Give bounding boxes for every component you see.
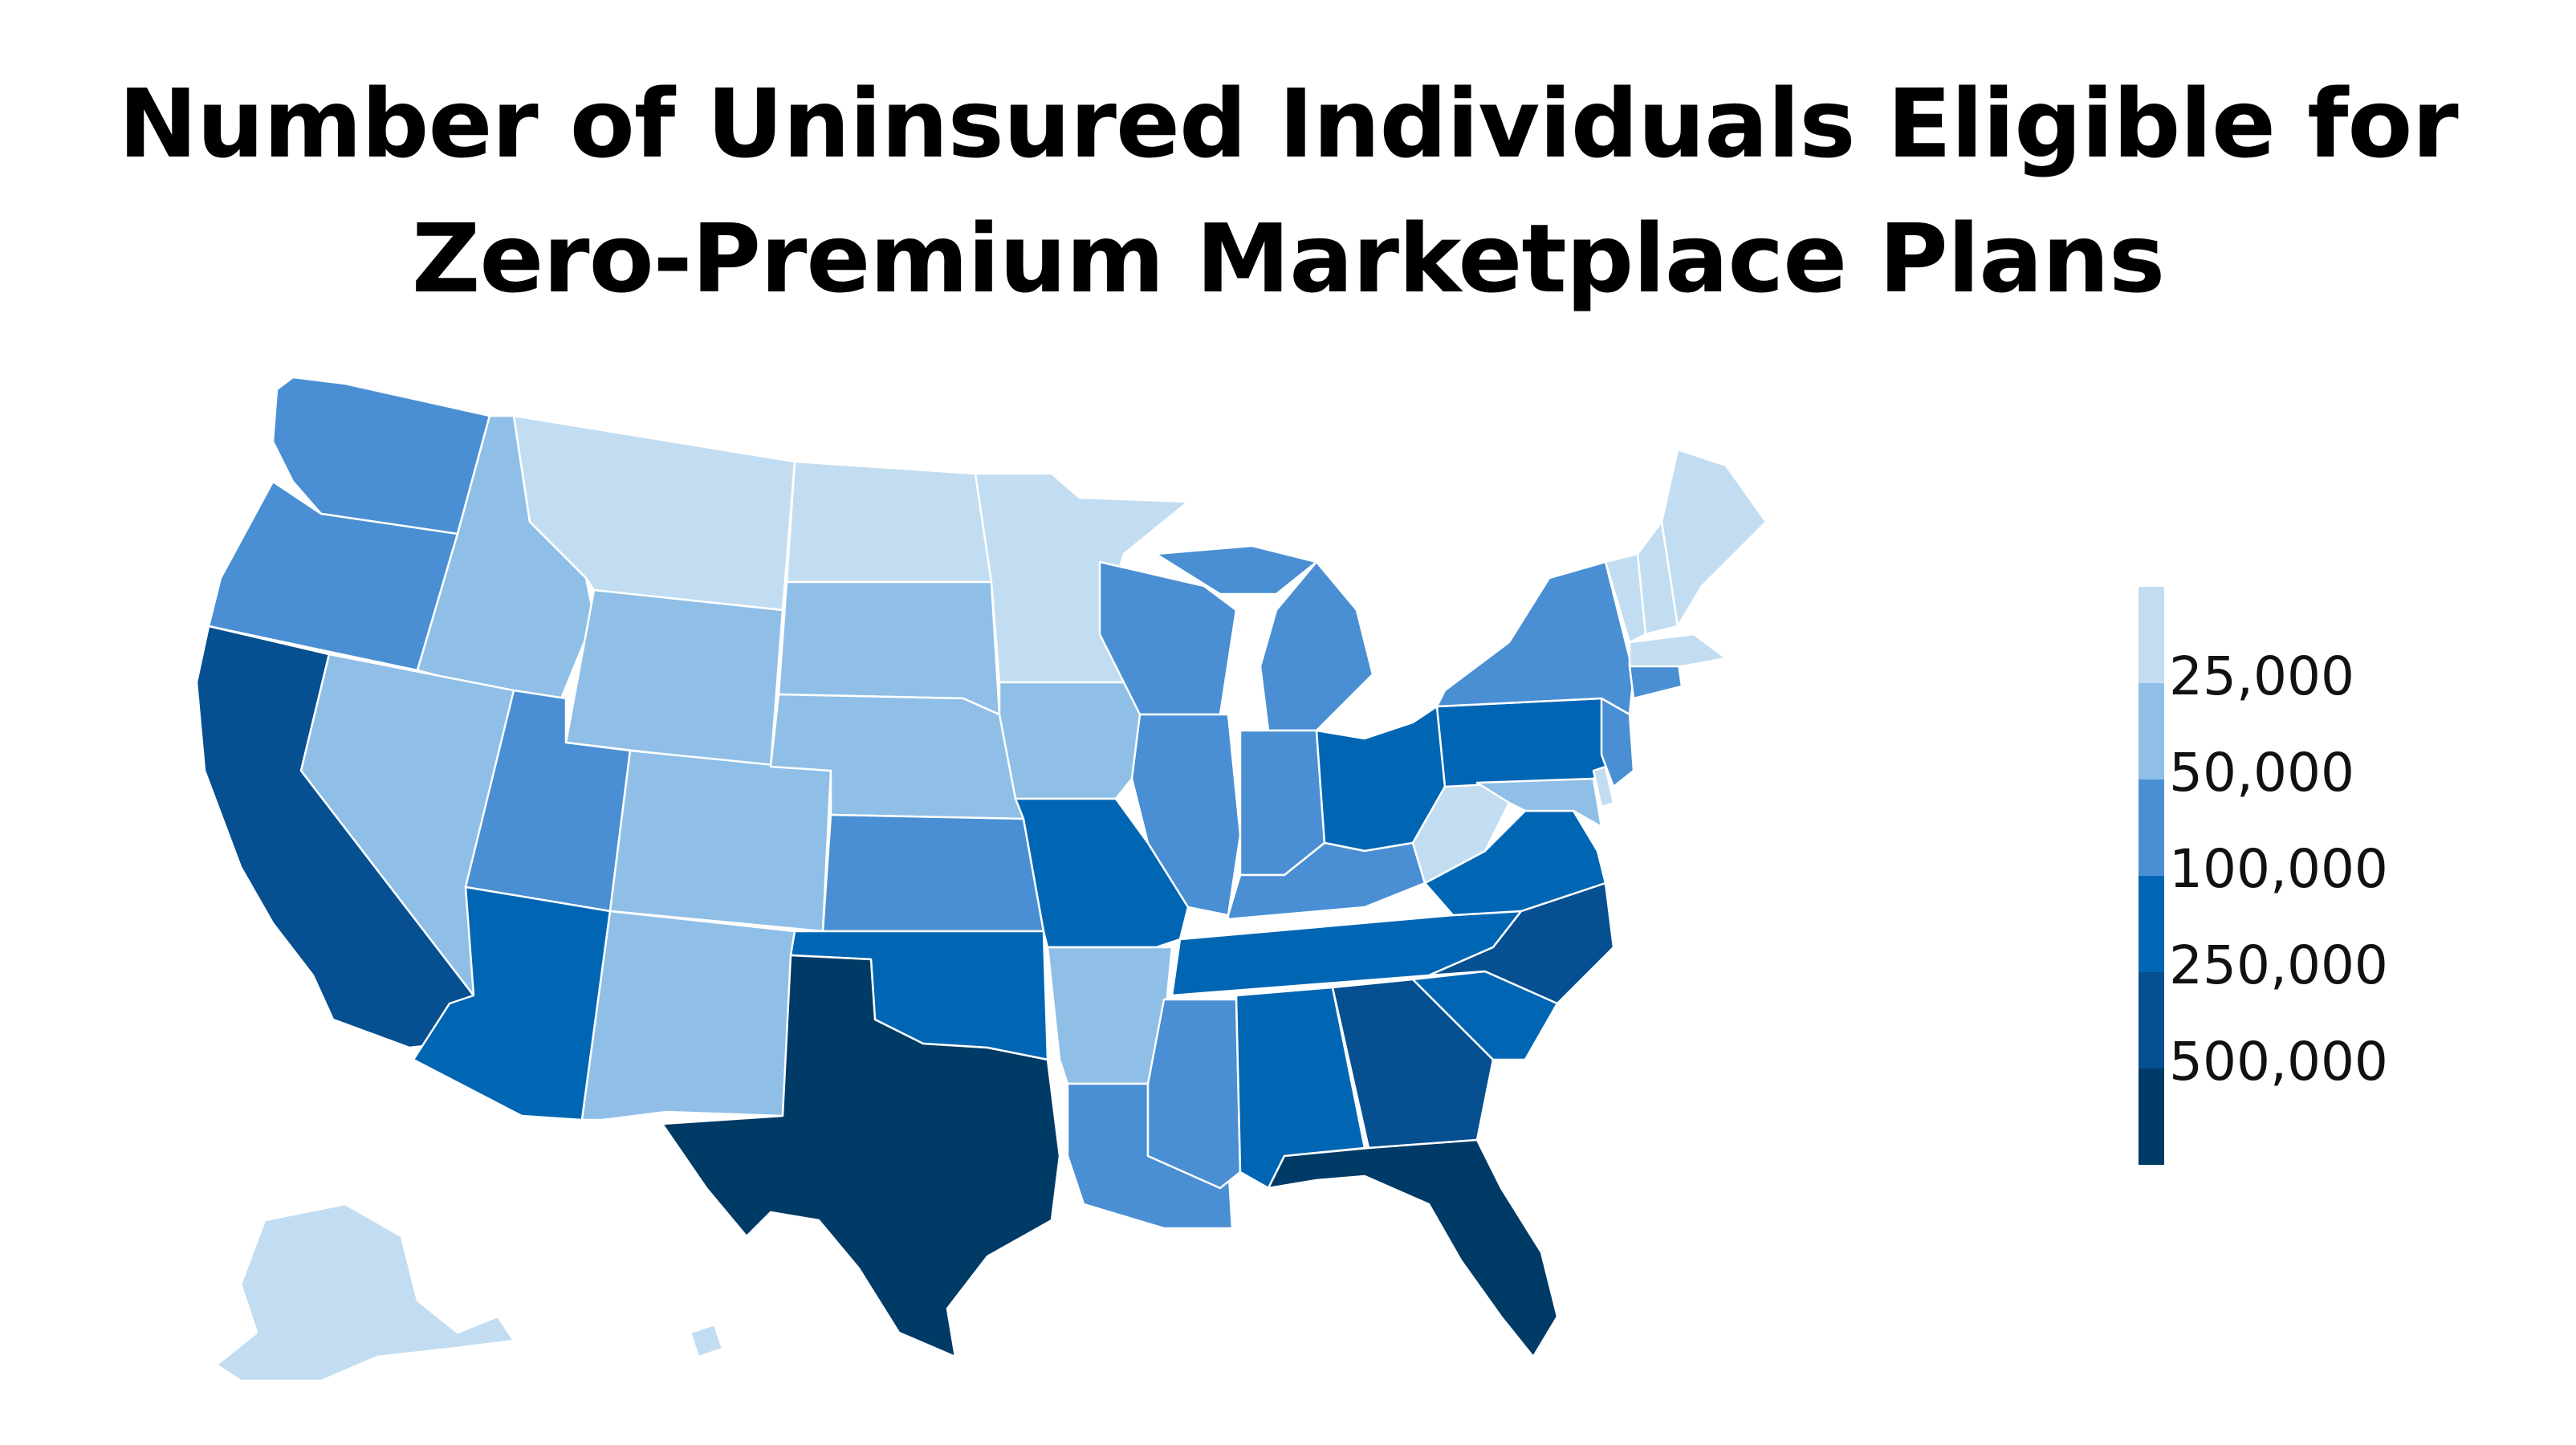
state-virginia[interactable] xyxy=(1423,809,1607,917)
state-new-jersey[interactable] xyxy=(1600,697,1635,788)
legend-color-scale xyxy=(2139,587,2164,1165)
state-north-carolina[interactable] xyxy=(1427,881,1615,1005)
legend-label-1: 25,000 xyxy=(2169,645,2354,707)
state-georgia[interactable] xyxy=(1331,978,1495,1150)
state-kentucky[interactable] xyxy=(1227,841,1426,921)
legend-label-3: 100,000 xyxy=(2169,838,2388,900)
state-missouri[interactable] xyxy=(1014,797,1190,949)
legend-swatch-6 xyxy=(2139,1068,2164,1165)
legend-label-5: 500,000 xyxy=(2169,1031,2388,1093)
state-texas[interactable] xyxy=(661,954,1061,1358)
title-line-2: Zero-Premium Marketplace Plans xyxy=(411,203,2165,314)
state-delaware[interactable] xyxy=(1592,765,1615,808)
state-maryland[interactable] xyxy=(1475,777,1603,828)
state-florida[interactable] xyxy=(1267,1138,1559,1358)
legend-swatch-1 xyxy=(2139,587,2164,683)
state-kansas[interactable] xyxy=(821,813,1045,933)
legend-label-2: 50,000 xyxy=(2169,742,2354,804)
state-alaska[interactable] xyxy=(215,1203,515,1382)
state-new-york[interactable] xyxy=(1435,560,1635,716)
legend-swatch-4 xyxy=(2139,876,2164,972)
state-michigan-up[interactable] xyxy=(1154,544,1318,596)
state-iowa[interactable] xyxy=(998,681,1150,800)
state-maine[interactable] xyxy=(1660,448,1768,628)
legend-swatch-3 xyxy=(2139,779,2164,876)
state-mississippi[interactable] xyxy=(1146,998,1242,1190)
title-line-1: Number of Uninsured Individuals Eligible… xyxy=(118,68,2458,179)
state-colorado[interactable] xyxy=(608,749,832,933)
chart-title: Number of Uninsured Individuals Eligible… xyxy=(0,56,2576,326)
state-michigan[interactable] xyxy=(1259,560,1374,732)
state-massachusetts[interactable] xyxy=(1628,633,1728,668)
state-new-mexico[interactable] xyxy=(580,910,796,1121)
legend-swatch-2 xyxy=(2139,683,2164,779)
state-north-dakota[interactable] xyxy=(785,460,993,584)
state-wyoming[interactable] xyxy=(564,588,784,768)
legend-label-4: 250,000 xyxy=(2169,934,2388,996)
state-hawaii[interactable] xyxy=(689,1323,724,1358)
state-illinois[interactable] xyxy=(1130,713,1242,917)
legend-swatch-5 xyxy=(2139,972,2164,1068)
